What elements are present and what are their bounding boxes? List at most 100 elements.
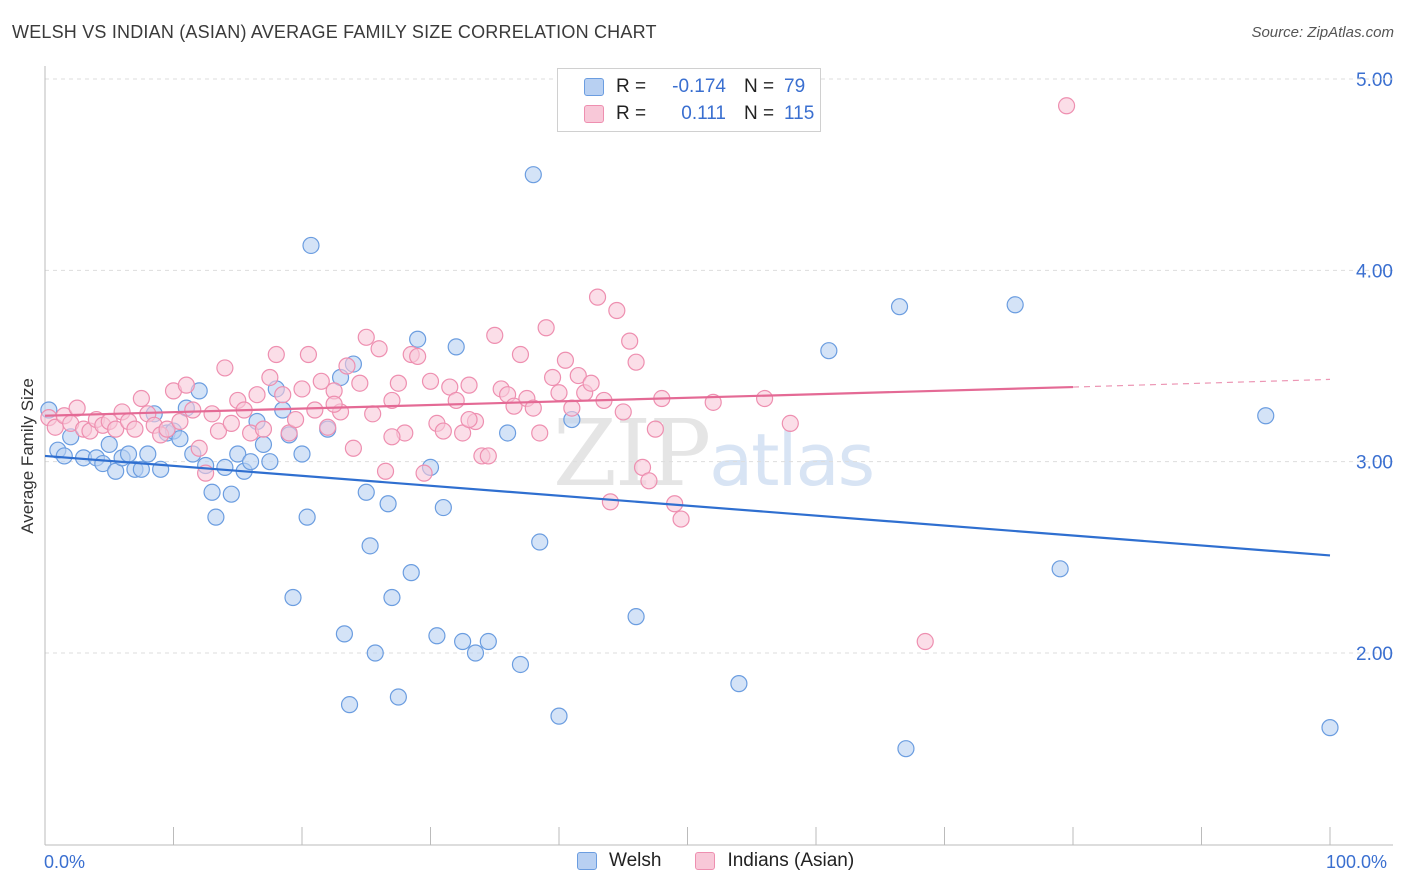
indian-point (376, 462, 395, 480)
welsh-point (293, 445, 311, 463)
indian-point (107, 420, 125, 438)
indian-point (248, 386, 266, 404)
welsh-point (132, 460, 150, 478)
indian-point (550, 384, 568, 402)
indian-point (755, 389, 774, 408)
legend-r-label: R = (616, 76, 647, 97)
welsh-point (242, 453, 260, 471)
source-label: Source: ZipAtlas.com (1251, 24, 1394, 41)
indian-point (203, 405, 221, 423)
y-tick-label: 5.00 (1356, 70, 1393, 91)
indian-point (299, 345, 318, 364)
legend-item-welsh[interactable]: Welsh (577, 850, 661, 872)
welsh-point (1321, 719, 1339, 737)
indian-trend-line (44, 385, 1074, 417)
welsh-point (1006, 296, 1024, 314)
indian-point (460, 410, 478, 429)
welsh-point (357, 483, 375, 501)
correlation-legend: R = -0.174 N = 79 R = 0.111 N = 115 (557, 68, 821, 132)
welsh-point (897, 740, 915, 758)
indian-point (511, 345, 530, 364)
indian-point (563, 399, 581, 417)
welsh-point (409, 330, 427, 348)
welsh-point (302, 236, 320, 255)
legend-row-indian: R = 0.111 N = 115 (584, 102, 814, 126)
welsh-point (139, 445, 157, 463)
indian-point (126, 420, 144, 438)
welsh-point (531, 533, 549, 551)
y-axis-label: Average Family Size (18, 378, 37, 534)
indian-point (344, 439, 362, 457)
legend-item-label: Welsh (609, 850, 662, 871)
welsh-point (100, 435, 118, 454)
indian-point (486, 326, 504, 344)
indian-point (614, 403, 632, 421)
indian-point (409, 347, 427, 366)
welsh-point (454, 632, 472, 651)
welsh-point (254, 435, 273, 454)
indian-point (306, 401, 324, 419)
watermark: ZIPatlas (553, 400, 875, 507)
indian-point (261, 368, 279, 387)
indian-point (209, 422, 228, 440)
indian-point (640, 472, 658, 490)
legend-item-indian[interactable]: Indians (Asian) (695, 850, 854, 872)
welsh-point (1257, 407, 1275, 425)
welsh-point (730, 675, 748, 693)
indian-point (627, 353, 645, 371)
welsh-point (389, 688, 407, 706)
legend-r-value: -0.174 (672, 76, 726, 97)
welsh-point (222, 485, 240, 503)
indian-point (286, 410, 305, 429)
indian-point (421, 372, 440, 390)
indian-point (383, 428, 401, 446)
indian-point (222, 414, 240, 432)
legend-n-value: 79 (784, 76, 806, 97)
legend-r-value: 0.111 (681, 103, 726, 124)
welsh-point (479, 632, 497, 651)
indian-point (1057, 97, 1076, 115)
indian-point (319, 418, 337, 436)
welsh-point (524, 166, 542, 184)
indian-point (312, 372, 330, 390)
welsh-point (466, 644, 485, 662)
welsh-legend-swatch (577, 852, 597, 870)
y-tick-label: 2.00 (1356, 644, 1393, 665)
x-tick-label-min: 0.0% (44, 852, 86, 872)
indian-point (537, 319, 555, 337)
indian-point (531, 424, 549, 442)
welsh-point (171, 430, 189, 448)
indian-point (704, 393, 722, 411)
indian-point (524, 399, 542, 417)
indian-point (132, 389, 150, 408)
indian-point (177, 376, 195, 394)
welsh-point (627, 608, 645, 626)
indian-point (601, 493, 620, 511)
welsh-point (550, 707, 568, 725)
legend-n-label: N = (744, 76, 775, 97)
welsh-point (402, 564, 420, 582)
welsh-point (207, 508, 225, 526)
series-legend: Welsh Indians (Asian) (577, 850, 888, 872)
indian-point (190, 439, 208, 457)
indian-point (68, 399, 86, 417)
y-tick-label: 4.00 (1356, 261, 1393, 282)
indian-point (389, 374, 407, 392)
indian-point (357, 328, 375, 346)
indian-point (364, 405, 382, 423)
indian-point (479, 447, 497, 465)
indian-point (646, 420, 664, 438)
indian-point (254, 420, 273, 438)
welsh-point (216, 458, 234, 477)
welsh-point (361, 537, 379, 555)
indian-point (781, 414, 799, 432)
indian-point (293, 380, 311, 398)
legend-n-label: N = (744, 103, 775, 124)
welsh-swatch (584, 78, 604, 96)
watermark-atlas: atlas (709, 418, 875, 502)
indian-point (415, 464, 433, 482)
indian-point (351, 374, 369, 392)
legend-item-label: Indians (Asian) (727, 850, 855, 871)
welsh-point (284, 588, 302, 607)
